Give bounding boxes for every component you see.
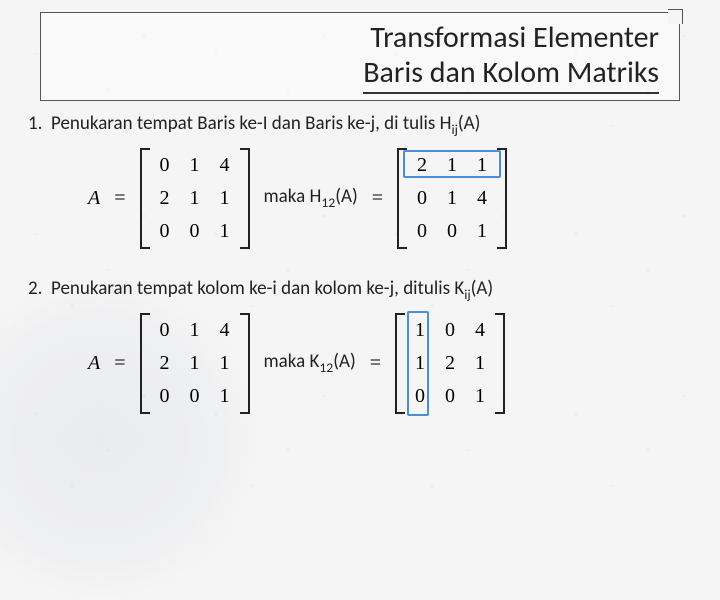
cell: 1 xyxy=(413,319,427,342)
matrix-A-2: 0 1 4 2 1 1 0 0 1 xyxy=(140,313,250,414)
title-line2: Baris dan Kolom Matriks xyxy=(363,56,659,95)
cell: 0 xyxy=(158,385,172,408)
mid-sub: 12 xyxy=(319,359,333,376)
cell: 2 xyxy=(158,187,172,210)
cell: 0 xyxy=(158,319,172,342)
cell: 1 xyxy=(188,187,202,210)
item-1-text: 1. Penukaran tempat Baris ke-I dan Baris… xyxy=(28,112,692,138)
mid-tail: (A) xyxy=(333,350,356,373)
cell: 1 xyxy=(218,220,232,243)
equation-row-1: A = 0 1 4 2 1 1 0 0 1 maka H12(A) xyxy=(88,148,692,249)
cell: 1 xyxy=(413,352,427,375)
cell: 1 xyxy=(475,154,489,177)
cell: 1 xyxy=(218,352,232,375)
bracket-left-icon xyxy=(397,148,407,249)
matrix-body: 0 1 4 2 1 1 0 0 1 xyxy=(150,313,240,414)
cell: 0 xyxy=(158,220,172,243)
lhs-label: A xyxy=(88,352,100,375)
cell: 1 xyxy=(218,187,232,210)
cell: 0 xyxy=(445,220,459,243)
title-container: Transformasi Elementer Baris dan Kolom M… xyxy=(40,12,680,101)
cell: 4 xyxy=(473,319,487,342)
cell: 1 xyxy=(218,385,232,408)
mid-sub: 12 xyxy=(321,194,335,211)
list-item: 1. Penukaran tempat Baris ke-I dan Baris… xyxy=(28,112,692,249)
cell: 1 xyxy=(188,154,202,177)
item-2-text: 2. Penukaran tempat kolom ke-i dan kolom… xyxy=(28,277,692,303)
matrix-B-1: 2 1 1 0 1 4 0 0 1 xyxy=(397,148,507,249)
bracket-right-icon xyxy=(495,313,505,414)
cell: 4 xyxy=(218,154,232,177)
matrix-body: 0 1 4 2 1 1 0 0 1 xyxy=(150,148,240,249)
bracket-right-icon xyxy=(240,313,250,414)
matrix-B-2: 1 0 4 1 2 1 0 0 1 xyxy=(395,313,505,414)
cell: 1 xyxy=(473,352,487,375)
equals-sign: = xyxy=(372,187,383,210)
item-body: Penukaran tempat kolom ke-i dan kolom ke… xyxy=(51,277,464,300)
cell: 2 xyxy=(415,154,429,177)
matrix-A-1: 0 1 4 2 1 1 0 0 1 xyxy=(140,148,250,249)
item-body: Penukaran tempat Baris ke-I dan Baris ke… xyxy=(51,112,451,135)
cell: 1 xyxy=(445,187,459,210)
equation-row-2: A = 0 1 4 2 1 1 0 0 1 maka K12(A) xyxy=(88,313,692,414)
equals-sign: = xyxy=(370,352,381,375)
item-tail: (A) xyxy=(471,277,494,300)
item-tail: (A) xyxy=(458,112,481,135)
bracket-right-icon xyxy=(497,148,507,249)
cell: 0 xyxy=(188,385,202,408)
item-number: 1. xyxy=(28,112,42,135)
bracket-left-icon xyxy=(140,313,150,414)
cell: 0 xyxy=(188,220,202,243)
matrix-body: 1 0 4 1 2 1 0 0 1 xyxy=(405,313,495,414)
cell: 4 xyxy=(218,319,232,342)
mid-text-1: maka H12(A) xyxy=(264,185,358,211)
cell: 0 xyxy=(158,154,172,177)
bracket-right-icon xyxy=(240,148,250,249)
cell: 4 xyxy=(475,187,489,210)
cell: 1 xyxy=(473,385,487,408)
list-item: 2. Penukaran tempat kolom ke-i dan kolom… xyxy=(28,277,692,414)
title-line1: Transformasi Elementer xyxy=(61,21,659,56)
cell: 2 xyxy=(158,352,172,375)
item-number: 2. xyxy=(28,277,42,300)
mid-tail: (A) xyxy=(335,185,358,208)
cell: 0 xyxy=(415,187,429,210)
equals-sign: = xyxy=(114,352,125,375)
cell: 1 xyxy=(475,220,489,243)
matrix-body: 2 1 1 0 1 4 0 0 1 xyxy=(407,148,497,249)
cell: 0 xyxy=(415,220,429,243)
bracket-left-icon xyxy=(140,148,150,249)
mid-label: maka H xyxy=(264,185,322,208)
cell: 0 xyxy=(413,385,427,408)
content-area: 1. Penukaran tempat Baris ke-I dan Baris… xyxy=(28,112,692,442)
mid-label: maka K xyxy=(264,350,320,373)
cell: 1 xyxy=(445,154,459,177)
cell: 0 xyxy=(443,319,457,342)
mid-text-2: maka K12(A) xyxy=(264,350,356,376)
lhs-label: A xyxy=(88,187,100,210)
cell: 1 xyxy=(188,319,202,342)
cell: 2 xyxy=(443,352,457,375)
bracket-left-icon xyxy=(395,313,405,414)
equals-sign: = xyxy=(114,187,125,210)
cell: 1 xyxy=(188,352,202,375)
cell: 0 xyxy=(443,385,457,408)
